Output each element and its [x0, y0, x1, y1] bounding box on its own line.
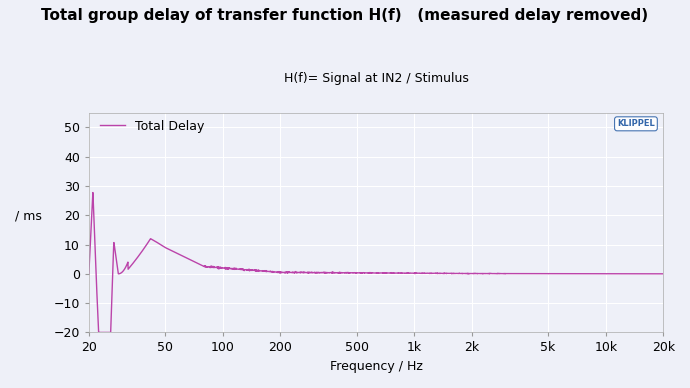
Legend: Total Delay: Total Delay — [95, 115, 209, 138]
Line: Total Delay: Total Delay — [89, 192, 664, 333]
X-axis label: Frequency / Hz: Frequency / Hz — [330, 360, 422, 373]
Total Delay — [185, 257, 193, 262]
Y-axis label: / ms: / ms — [15, 210, 42, 223]
Total Delay — [660, 272, 668, 276]
Total Delay — [586, 271, 595, 276]
Total Delay — [331, 270, 339, 275]
Total Delay — [150, 239, 159, 243]
Total Delay — [306, 270, 314, 275]
Total Delay — [89, 190, 97, 195]
Text: KLIPPEL: KLIPPEL — [617, 119, 655, 128]
Text: Total group delay of transfer function H(f)   (measured delay removed): Total group delay of transfer function H… — [41, 8, 649, 23]
Total Delay — [95, 330, 103, 335]
Total Delay — [649, 272, 657, 276]
Total Delay — [85, 272, 93, 276]
Title: H(f)= Signal at IN2 / Stimulus: H(f)= Signal at IN2 / Stimulus — [284, 72, 469, 85]
